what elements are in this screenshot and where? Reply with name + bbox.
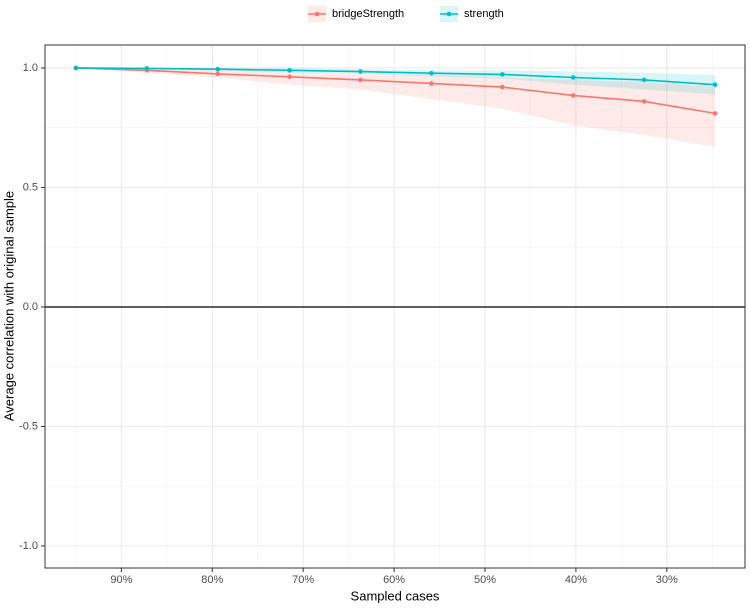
data-point	[358, 77, 363, 83]
data-point	[287, 68, 292, 73]
confidence-band	[75, 67, 716, 95]
data-point	[712, 111, 718, 116]
y-tick-label: -0.5	[19, 420, 38, 432]
x-tick-label: 40%	[565, 574, 587, 586]
y-tick-label: 0.0	[23, 301, 38, 313]
data-point	[358, 69, 363, 74]
data-point	[73, 65, 79, 71]
data-point	[570, 93, 576, 98]
data-point	[712, 82, 718, 87]
plot-border	[44, 44, 746, 569]
data-point	[215, 71, 221, 77]
series-line	[75, 67, 716, 86]
data-point	[641, 77, 647, 83]
x-axis-title: Sampled cases	[351, 588, 440, 603]
data-point	[429, 70, 434, 76]
data-point	[144, 66, 150, 71]
x-tick-label: 50%	[474, 574, 496, 586]
confidence-band	[75, 67, 716, 147]
legend-label: bridgeStrength	[332, 8, 404, 20]
series-line	[75, 67, 716, 115]
x-tick-label: 80%	[201, 574, 223, 586]
legend-label: strength	[464, 8, 504, 20]
y-tick-label: 1.0	[23, 62, 38, 74]
data-point	[287, 74, 292, 80]
x-tick-label: 90%	[110, 574, 132, 586]
x-tick-label: 30%	[656, 574, 678, 586]
y-tick-label: 0.5	[23, 181, 38, 193]
legend-key-point	[446, 11, 452, 17]
data-point	[641, 99, 647, 104]
data-point	[499, 84, 505, 90]
x-tick-label: 60%	[383, 574, 405, 586]
data-point	[215, 66, 221, 72]
data-point	[499, 72, 505, 77]
x-tick-label: 70%	[292, 574, 314, 586]
data-point	[570, 75, 576, 80]
y-tick-label: -1.0	[19, 540, 38, 552]
data-point	[429, 81, 434, 86]
y-axis-title: Average correlation with original sample	[1, 191, 16, 421]
legend-key-point	[314, 11, 320, 17]
